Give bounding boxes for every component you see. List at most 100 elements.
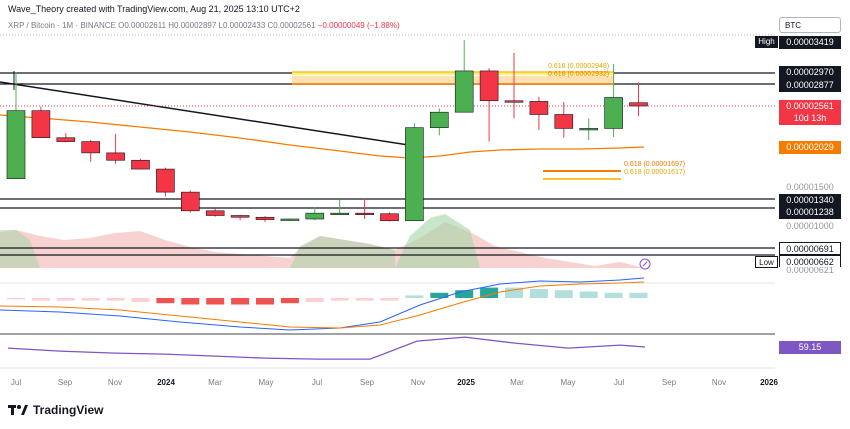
candle-body bbox=[504, 100, 524, 103]
x-axis-tick: Jul bbox=[311, 378, 323, 387]
candle-body bbox=[81, 141, 100, 154]
candle-8 bbox=[181, 190, 200, 213]
brand-name: TradingView bbox=[33, 403, 104, 417]
x-axis-tick: Sep bbox=[661, 378, 677, 387]
candle-6 bbox=[131, 158, 150, 170]
x-axis-tick: 2026 bbox=[760, 378, 778, 387]
candle-19 bbox=[454, 40, 474, 113]
candle-body bbox=[106, 152, 125, 161]
price-label-s2: 0.00001238 bbox=[779, 206, 841, 219]
candle-10 bbox=[230, 214, 250, 221]
macd-bar-3 bbox=[56, 298, 75, 301]
countdown-label: 10d 13h bbox=[779, 112, 841, 125]
candle-body bbox=[554, 114, 574, 129]
tradingview-logo-icon bbox=[8, 404, 28, 416]
macd-bar-1 bbox=[7, 298, 25, 300]
candle-16 bbox=[380, 212, 399, 222]
chart-attribution: Wave_Theory created with TradingView.com… bbox=[8, 4, 300, 14]
candle-body bbox=[454, 70, 474, 113]
rsi-line bbox=[7, 336, 646, 360]
macd-bar-10 bbox=[231, 298, 250, 305]
x-axis-tick: 2025 bbox=[457, 378, 475, 387]
macd-bar-7 bbox=[156, 298, 175, 304]
status-icon-slash bbox=[642, 261, 648, 267]
x-axis-tick: Mar bbox=[208, 378, 222, 387]
candle-body bbox=[230, 215, 250, 218]
x-axis-tick: Mar bbox=[510, 378, 524, 387]
currency-selector[interactable]: BTC bbox=[779, 17, 841, 33]
macd-bar-4 bbox=[81, 298, 100, 301]
candle-17 bbox=[405, 123, 424, 222]
macd-bar-21 bbox=[505, 287, 523, 298]
candle-body bbox=[355, 212, 374, 215]
candle-12 bbox=[280, 218, 300, 221]
candle-14 bbox=[330, 199, 350, 215]
price-axis-tick-1: 0.00001500 bbox=[779, 181, 841, 194]
indicator-status-icon bbox=[639, 258, 651, 270]
fib-zone-top-yellow bbox=[292, 72, 614, 75]
macd-bar-6 bbox=[131, 298, 150, 302]
candle-22 bbox=[529, 96, 549, 130]
price-axis-tick-2: 0.00001000 bbox=[779, 220, 841, 233]
price-label-ema: 0.00002029 bbox=[779, 141, 841, 154]
oscillator-area-green-2 bbox=[395, 214, 480, 268]
candle-body bbox=[629, 102, 648, 107]
macd-bar-22 bbox=[529, 288, 548, 298]
fib-zone-top-orange bbox=[292, 76, 614, 84]
candle-13 bbox=[305, 207, 325, 221]
candle-body bbox=[305, 212, 325, 220]
candle-9 bbox=[205, 208, 225, 217]
macd-bar-17 bbox=[405, 295, 424, 298]
candle-body bbox=[330, 212, 350, 215]
candle-body bbox=[6, 110, 26, 179]
candle-body bbox=[255, 216, 275, 220]
candle-body bbox=[604, 97, 623, 129]
oscillator-area-green-0 bbox=[0, 230, 40, 268]
change-value: −0.00000049 (−1.88%) bbox=[317, 21, 400, 30]
candle-23 bbox=[554, 102, 574, 138]
candle-2 bbox=[31, 106, 51, 139]
price-label-high: 0.00003419 bbox=[779, 36, 841, 49]
ohlc-legend: XRP / Bitcoin · 1M · BINANCE O0.00002611… bbox=[8, 21, 400, 30]
macd-bar-14 bbox=[330, 298, 349, 301]
macd-bar-23 bbox=[554, 290, 573, 298]
macd-bar-20 bbox=[480, 287, 499, 298]
x-axis-tick: May bbox=[560, 378, 576, 387]
macd-bar-19 bbox=[455, 290, 474, 298]
open-value: O0.00002611 bbox=[118, 21, 167, 30]
macd-signal-line bbox=[0, 281, 645, 329]
x-axis-tick: Nov bbox=[410, 378, 426, 387]
macd-bar-26 bbox=[629, 292, 648, 298]
close-value: C0.00002561 bbox=[267, 21, 316, 30]
x-axis-tick: Nov bbox=[711, 378, 727, 387]
candle-21 bbox=[504, 53, 524, 119]
x-axis-tick: May bbox=[258, 378, 274, 387]
price-label-current: 0.00002561 bbox=[779, 100, 841, 113]
x-axis-tick: Sep bbox=[57, 378, 73, 387]
x-axis-tick: Nov bbox=[107, 378, 123, 387]
price-label-s3: 0.00000691 bbox=[779, 242, 841, 255]
macd-bar-9 bbox=[206, 298, 225, 305]
candle-18 bbox=[429, 108, 449, 136]
candle-5 bbox=[106, 133, 125, 164]
candle-26 bbox=[629, 82, 648, 117]
candle-body bbox=[405, 127, 424, 222]
candle-3 bbox=[56, 133, 76, 143]
candle-7 bbox=[156, 167, 175, 197]
downtrend-line bbox=[0, 81, 416, 147]
fib-label-bottom-a: 0.618 (0.00001697) bbox=[624, 161, 686, 168]
rsi-value-label: 59.15 bbox=[779, 341, 841, 354]
fib-line-bottom-b bbox=[543, 178, 621, 180]
fib-label-top-b: 0.618 (0.00002932) bbox=[548, 71, 610, 78]
ema-line bbox=[0, 114, 645, 159]
candle-1 bbox=[6, 72, 26, 179]
candle-body bbox=[380, 213, 399, 222]
candle-body bbox=[529, 101, 549, 115]
high-value: H0.00002897 bbox=[168, 21, 217, 30]
tradingview-logo[interactable]: TradingView bbox=[8, 403, 103, 417]
macd-bar-12 bbox=[280, 298, 299, 304]
candle-body bbox=[31, 110, 51, 139]
low-tag: Low bbox=[755, 256, 778, 268]
candle-20 bbox=[479, 68, 499, 142]
